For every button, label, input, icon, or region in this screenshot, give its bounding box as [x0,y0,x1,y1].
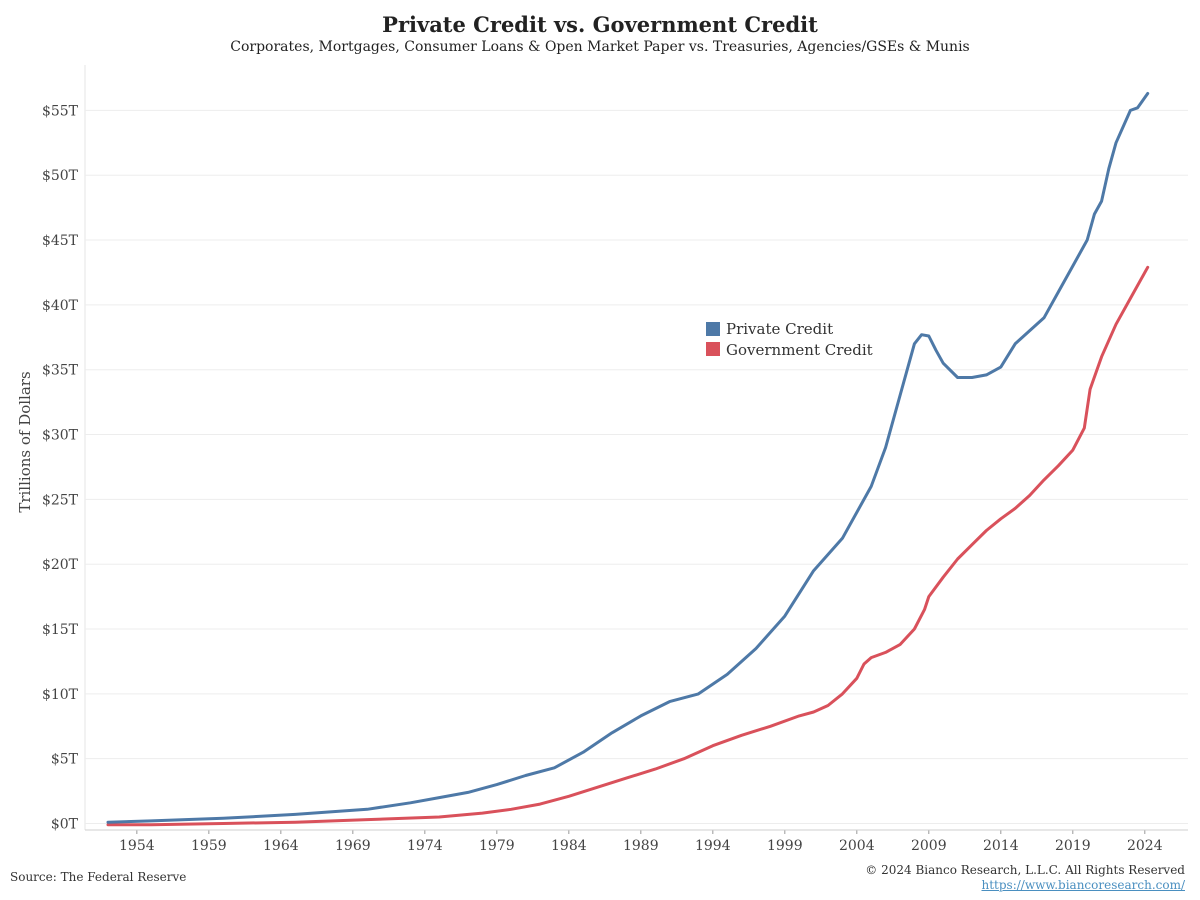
y-tick-label: $10T [42,687,79,703]
source-note: Source: The Federal Reserve [10,870,187,884]
x-tick-label: 2009 [911,838,947,854]
x-tick-label: 2014 [983,838,1019,854]
y-tick-label: $55T [42,103,79,119]
x-tick-label: 1994 [695,838,731,854]
legend-label-private-credit: Private Credit [726,320,833,338]
x-tick-label: 1984 [551,838,587,854]
y-tick-label: $15T [42,622,79,638]
y-tick-label: $50T [42,168,79,184]
y-tick-label: $35T [42,363,79,379]
x-tick-label: 1989 [623,838,659,854]
y-axis-title: Trillions of Dollars [16,371,34,512]
y-axis-ticks: $0T $5T $10T $15T $20T $25T $30T $35T $40T $45T $5… [42,103,79,832]
y-tick-label: $30T [42,428,79,444]
legend: Private Credit Government Credit [706,320,873,359]
x-tick-label: 1979 [479,838,515,854]
y-tick-label: $45T [42,233,79,249]
y-tick-label: $20T [42,557,79,573]
x-tick-label: 2004 [839,838,875,854]
y-tick-label: $0T [51,817,79,833]
x-tick-label: 1964 [263,838,299,854]
series-line-private-credit [106,92,1150,824]
y-tick-label: $5T [51,752,79,768]
series-line-government-credit [106,265,1150,827]
copyright-note: © 2024 Bianco Research, L.L.C. All Right… [865,863,1185,877]
legend-swatch-government-credit [706,342,720,356]
x-tick-label: 2024 [1127,838,1163,854]
legend-swatch-private-credit [706,322,720,336]
y-tick-label: $40T [42,298,79,314]
x-tick-label: 1969 [335,838,371,854]
x-tick-label: 2019 [1055,838,1091,854]
series-lines [106,92,1150,827]
x-tick-label: 1999 [767,838,803,854]
y-tick-label: $25T [42,492,79,508]
chart-subtitle: Corporates, Mortgages, Consumer Loans & … [230,39,970,55]
legend-label-government-credit: Government Credit [726,341,873,359]
x-tick-label: 1959 [191,838,227,854]
website-link[interactable]: https://www.biancoresearch.com/ [981,878,1185,892]
chart-title: Private Credit vs. Government Credit [382,12,818,37]
x-tick-label: 1974 [407,838,443,854]
gridlines [84,65,1188,830]
x-axis-ticks: 1954 1959 1964 1969 1974 1979 1984 1989 1994 1999… [85,829,1188,854]
x-tick-label: 1954 [119,838,155,854]
